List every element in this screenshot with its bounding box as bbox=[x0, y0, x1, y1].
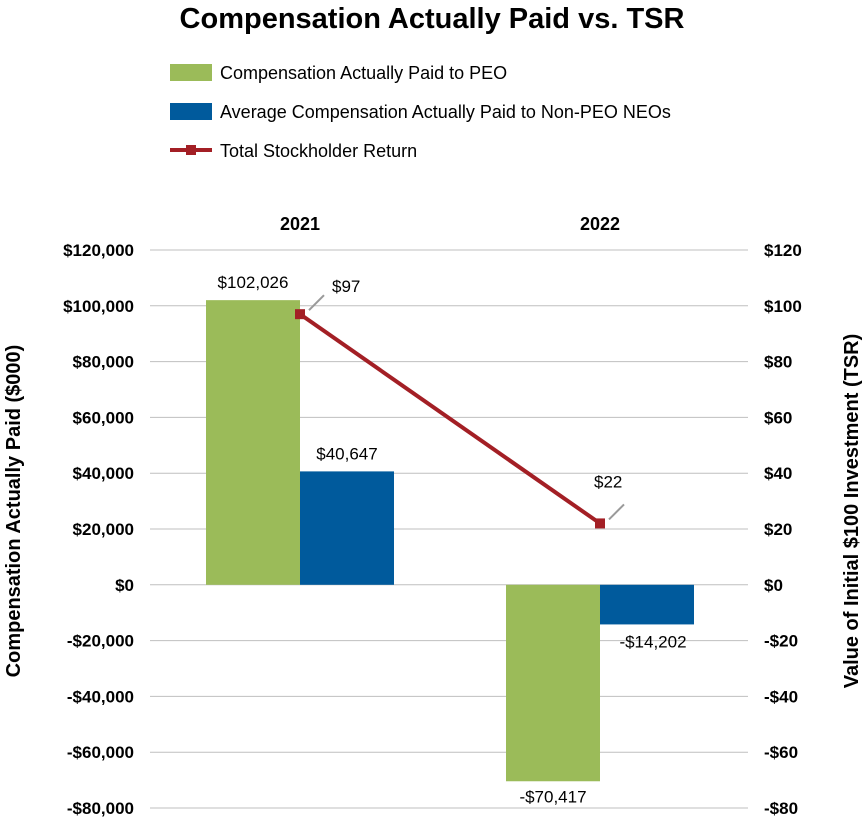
tsr-leader-line bbox=[608, 503, 625, 521]
y-tick-label: $80,000 bbox=[73, 353, 134, 372]
y2-tick-label: -$40 bbox=[764, 687, 798, 706]
y-tick-label: -$60,000 bbox=[67, 743, 134, 762]
tsr-marker bbox=[595, 518, 605, 529]
bar bbox=[600, 584, 694, 625]
bar bbox=[206, 300, 300, 585]
bar bbox=[300, 471, 394, 585]
tsr-leader-line bbox=[308, 294, 325, 311]
legend-label-tsr: Total Stockholder Return bbox=[220, 141, 417, 161]
y2-tick-label: $0 bbox=[764, 576, 783, 595]
y-tick-label: -$40,000 bbox=[67, 687, 134, 706]
y2-tick-label: $60 bbox=[764, 408, 792, 427]
category-label: 2022 bbox=[580, 214, 620, 234]
y2-tick-label: $120 bbox=[764, 241, 802, 260]
category-label: 2021 bbox=[280, 214, 320, 234]
y2-tick-label: -$60 bbox=[764, 743, 798, 762]
chart-title: Compensation Actually Paid vs. TSR bbox=[180, 3, 685, 35]
y-tick-label: $40,000 bbox=[73, 464, 134, 483]
tsr-line bbox=[298, 312, 602, 526]
y-tick-label: -$20,000 bbox=[67, 632, 134, 651]
legend-label-neo: Average Compensation Actually Paid to No… bbox=[220, 102, 671, 122]
data-label: -$14,202 bbox=[619, 632, 686, 651]
y-axis-title: Compensation Actually Paid ($000) bbox=[3, 345, 25, 678]
y2-tick-label: $40 bbox=[764, 464, 792, 483]
y2-tick-label: -$20 bbox=[764, 632, 798, 651]
y2-axis-title: Value of Initial $100 Investment (TSR) bbox=[841, 334, 863, 689]
y-tick-label: -$80,000 bbox=[67, 799, 134, 818]
y2-tick-label: $100 bbox=[764, 297, 802, 316]
tsr-data-label: $22 bbox=[594, 472, 622, 491]
y-tick-label: $0 bbox=[115, 576, 134, 595]
data-label: $40,647 bbox=[316, 444, 377, 463]
y2-tick-label: $20 bbox=[764, 520, 792, 539]
legend-swatch-peo bbox=[170, 64, 212, 81]
legend-marker-tsr bbox=[186, 145, 196, 155]
y2-tick-label: $80 bbox=[764, 353, 792, 372]
bar bbox=[506, 584, 600, 782]
tsr-data-label: $97 bbox=[332, 277, 360, 296]
y-tick-label: $100,000 bbox=[63, 297, 134, 316]
y-tick-label: $20,000 bbox=[73, 520, 134, 539]
data-label: $102,026 bbox=[218, 273, 289, 292]
legend-swatch-neo bbox=[170, 103, 212, 120]
data-label: -$70,417 bbox=[519, 787, 586, 806]
y-tick-label: $60,000 bbox=[73, 408, 134, 427]
tsr-marker bbox=[295, 309, 305, 320]
y2-tick-label: -$80 bbox=[764, 799, 798, 818]
y-tick-label: $120,000 bbox=[63, 241, 134, 260]
legend-label-peo: Compensation Actually Paid to PEO bbox=[220, 63, 507, 83]
legend: Compensation Actually Paid to PEO Averag… bbox=[170, 63, 671, 161]
